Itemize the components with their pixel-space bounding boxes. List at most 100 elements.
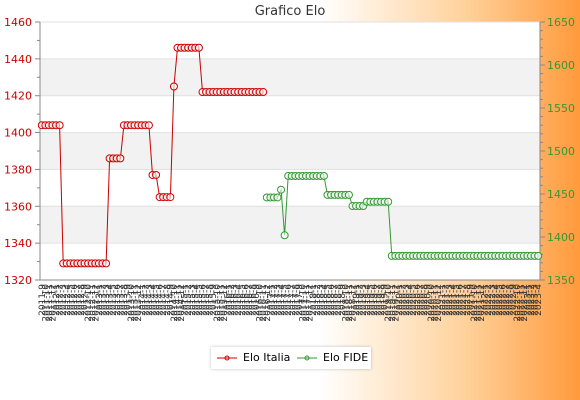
x-tick-label: 2015-4 — [191, 284, 201, 316]
x-tick-label: 2022-1 — [481, 284, 491, 316]
x-tick-label: 2023-4 — [534, 284, 544, 316]
left-tick-label: 1420 — [4, 90, 32, 103]
x-tick-label: 2017-6 — [284, 284, 294, 316]
x-tick-label: 2018-6 — [327, 284, 337, 316]
x-tick-label: 2021-5 — [452, 284, 462, 316]
right-tick-label: 1550 — [547, 102, 575, 115]
x-tick-label: 2014-4 — [149, 284, 159, 316]
x-tick-label: 2021-11 — [474, 284, 484, 322]
x-tick-label: 2015-9 — [209, 284, 219, 316]
left-tick-label: 1400 — [4, 127, 32, 140]
x-tick-label: 2019-4 — [363, 284, 373, 316]
x-tick-label: 2021-1 — [438, 284, 448, 316]
x-tick-label: 2019-12 — [391, 284, 401, 322]
legend-marker-elo-fide — [297, 355, 317, 360]
x-tick-label: 2015-5 — [195, 284, 205, 316]
x-tick-label: 2015-1 — [181, 284, 191, 316]
x-tick-label: 2021-6 — [456, 284, 466, 316]
x-tick-label: 2020-1 — [395, 284, 405, 316]
x-tick-label: 2015-11 — [216, 284, 226, 322]
x-tick-label: 2018-10 — [341, 284, 351, 322]
x-tick-label: 2021-12 — [477, 284, 487, 322]
data-point-elo-fide — [344, 190, 353, 199]
x-tick-label: 2015-7 — [202, 284, 212, 316]
grid-band — [40, 132, 540, 170]
x-tick-label: 2019-6 — [370, 284, 380, 316]
x-tick-label: 2012-5 — [66, 284, 76, 316]
grid-band — [40, 58, 540, 96]
data-point-elo-italia — [194, 43, 203, 52]
x-tick-label: 2018-1 — [309, 284, 319, 316]
x-tick-label: 2021-3 — [445, 284, 455, 316]
left-tick-label: 1460 — [4, 16, 32, 29]
x-tick-label: 2021-2 — [441, 284, 451, 316]
x-tick-label: 2019-10 — [384, 284, 394, 322]
x-tick-label: 2017-3 — [274, 284, 284, 316]
x-tick-label: 2016-3 — [231, 284, 241, 316]
x-tick-label: 2013-12 — [134, 284, 144, 322]
x-tick-label: 2021-7 — [459, 284, 469, 316]
right-tick-label: 1450 — [547, 188, 575, 201]
x-tick-label: 2011-10 — [41, 284, 51, 322]
x-tick-label: 2012-4 — [63, 284, 73, 316]
legend-label-elo-italia: Elo Italia — [243, 351, 291, 364]
x-tick-label: 2019-8 — [377, 284, 387, 316]
x-tick-label: 2022-11 — [516, 284, 526, 322]
x-tick-label: 2019-3 — [359, 284, 369, 316]
x-tick-label: 2017-4 — [277, 284, 287, 316]
left-tick-label: 1440 — [4, 53, 32, 66]
right-tick-label: 1650 — [547, 16, 575, 29]
x-tick-label: 2012-1 — [52, 284, 62, 316]
x-tick-label: 2015-8 — [206, 284, 216, 316]
x-tick-label: 2012-3 — [59, 284, 69, 316]
x-tick-label: 2012-11 — [88, 284, 98, 322]
x-tick-label: 2022-9 — [509, 284, 519, 316]
x-tick-label: 2022-12 — [520, 284, 530, 322]
x-tick-label: 2016-12 — [263, 284, 273, 322]
x-tick-label: 2020-8 — [420, 284, 430, 316]
x-tick-label: 2023-3 — [531, 284, 541, 316]
data-point-elo-fide — [384, 197, 393, 206]
x-tick-label: 2012-7 — [74, 284, 84, 316]
x-tick-label: 2015-2 — [184, 284, 194, 316]
legend: Elo Italia Elo FIDE — [211, 347, 371, 369]
x-tick-label: 2015-10 — [213, 284, 223, 322]
x-tick-label: 2020-6 — [413, 284, 423, 316]
x-tick-label: 2020-3 — [402, 284, 412, 316]
x-tick-label: 2019-7 — [374, 284, 384, 316]
x-tick-label: 2014-3 — [145, 284, 155, 316]
x-tick-label: 2022-8 — [506, 284, 516, 316]
data-point-elo-italia — [116, 154, 125, 163]
x-tick-label: 2022-7 — [502, 284, 512, 316]
data-point-elo-italia — [152, 170, 161, 179]
x-tick-label: 2020-2 — [399, 284, 409, 316]
x-tick-label: 2014-7 — [159, 284, 169, 316]
x-tick-label: 2012-12 — [91, 284, 101, 322]
x-tick-label: 2014-6 — [156, 284, 166, 316]
x-tick-label: 2018-12 — [349, 284, 359, 322]
x-tick-label: 2016-5 — [238, 284, 248, 316]
x-tick-label: 2022-3 — [488, 284, 498, 316]
x-tick-label: 2022-10 — [513, 284, 523, 322]
x-tick-label: 2016-4 — [234, 284, 244, 316]
x-tick-label: 2022-2 — [484, 284, 494, 316]
x-tick-label: 2011-12 — [49, 284, 59, 322]
x-tick-label: 2014-2 — [141, 284, 151, 316]
x-tick-label: 2020-12 — [434, 284, 444, 322]
data-point-elo-italia — [144, 121, 153, 130]
x-tick-label: 2014-8 — [163, 284, 173, 316]
x-tick-label: 2014-1 — [138, 284, 148, 316]
x-tick-label: 2018-7 — [331, 284, 341, 316]
data-point-elo-italia — [169, 82, 178, 91]
x-tick-label: 2011-9 — [38, 284, 48, 316]
x-tick-label: 2021-9 — [466, 284, 476, 316]
x-tick-label: 2019-1 — [352, 284, 362, 316]
x-tick-label: 2019-2 — [356, 284, 366, 316]
x-tick-label: 2020-10 — [427, 284, 437, 322]
x-tick-label: 2016-9 — [252, 284, 262, 316]
x-tick-label: 2015-3 — [188, 284, 198, 316]
x-tick-label: 2013-2 — [99, 284, 109, 316]
right-tick-label: 1350 — [547, 274, 575, 287]
x-tick-label: 2018-8 — [334, 284, 344, 316]
x-tick-label: 2016-10 — [256, 284, 266, 322]
